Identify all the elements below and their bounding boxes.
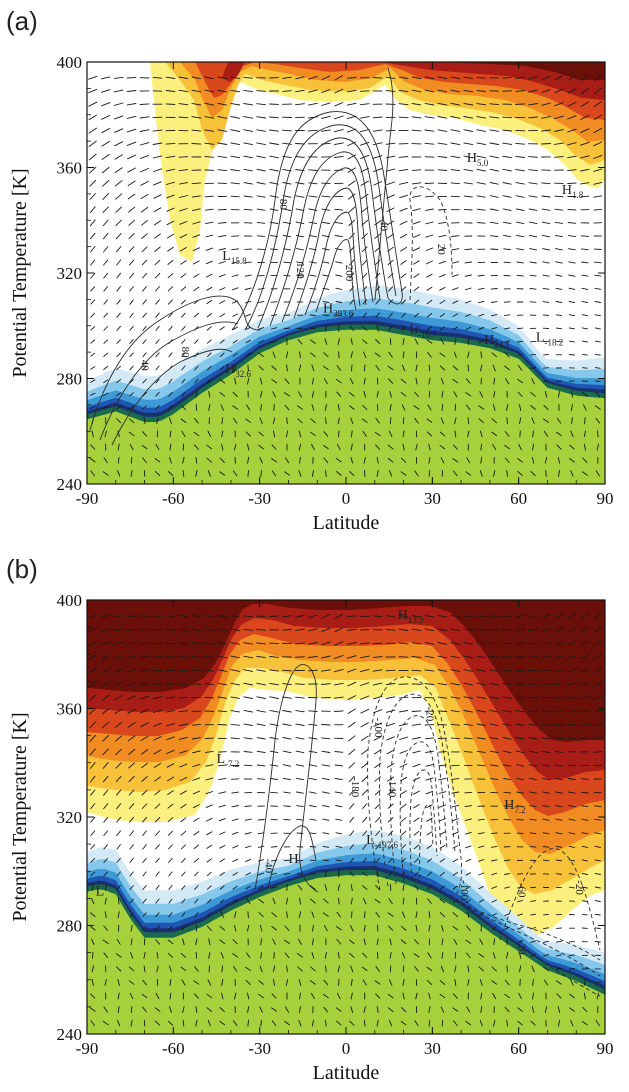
- streamfunction-contour-11: [499, 848, 601, 951]
- streamfunction-contour-6: [304, 211, 361, 316]
- streamfunction-contour-3: [269, 151, 381, 327]
- streamfunction-contour-2: [367, 676, 463, 896]
- streamfunction-contour-12: [374, 67, 394, 301]
- streamfunction-contour-7: [315, 239, 357, 313]
- extremum-label: L-18.2: [536, 331, 563, 348]
- extremum-label: H24.1: [484, 333, 510, 350]
- extremum-label: H1.8: [562, 183, 584, 200]
- y-tick-label: 320: [57, 264, 83, 283]
- plot-area: -100 -20 -180 -140 -40 -100 -60 -20 -20 H13.9 L-7.…: [87, 600, 605, 1034]
- streamfunction-contour-11: [409, 186, 453, 301]
- extremum-label: L15.8: [222, 249, 247, 266]
- x-tick-label: -30: [248, 1039, 271, 1058]
- streamfunction-contour-7: [419, 804, 434, 879]
- streamfunction-contour-10: [469, 909, 601, 997]
- streamfunction-contour-5: [293, 187, 367, 319]
- x-tick-label: -90: [76, 489, 99, 508]
- extremum-label: H5.0: [467, 151, 489, 168]
- y-tick-label: 280: [57, 917, 83, 936]
- contour-label: -20: [424, 707, 436, 722]
- y-axis-label: Potential Temperature [K]: [9, 168, 31, 377]
- panel-a-letter: (a): [6, 6, 38, 36]
- contour-label: 80: [277, 199, 289, 211]
- streamfunction-contour-2: [257, 137, 389, 329]
- extremum-label: L-7.2: [217, 752, 240, 769]
- streamfunction-contour-9: [454, 899, 601, 977]
- extremum-label: H32.6: [225, 362, 251, 379]
- x-tick-label: 90: [597, 1039, 614, 1058]
- y-tick-label: 240: [57, 475, 83, 494]
- panel-b-figure: -100 -20 -180 -140 -40 -100 -60 -20 -20 H13.9 L-7.…: [9, 591, 614, 1084]
- contour-label: -40: [262, 858, 274, 873]
- streamfunction-contour-8: [89, 295, 261, 431]
- contour-label: -60: [516, 883, 528, 898]
- x-tick-label: 60: [510, 1039, 527, 1058]
- extremum-label: L-16.7: [409, 323, 437, 340]
- contour-label: 20: [435, 244, 447, 256]
- y-tick-label: 400: [57, 591, 83, 610]
- extremum-label: H13.9: [398, 608, 424, 625]
- x-tick-label: -60: [162, 1039, 185, 1058]
- streamfunction-contour-0: [231, 111, 403, 331]
- extremum-label: H: [288, 852, 298, 867]
- streamfunction-contour-5: [399, 741, 442, 883]
- y-axis-label: Potential Temperature [K]: [9, 712, 31, 921]
- wind-vector-field: [88, 612, 603, 1027]
- y-tick-label: 320: [57, 808, 83, 827]
- heat-shade-0-5: [87, 600, 605, 742]
- streamfunction-contour-1: [244, 124, 397, 331]
- heat-shade-0-4: [215, 62, 605, 100]
- x-tick-label: 0: [342, 1039, 351, 1058]
- y-tick-label: 400: [57, 53, 83, 72]
- panel-b-letter: (b): [6, 554, 38, 584]
- contour-label: -100: [372, 717, 384, 738]
- extremum-label: L: [96, 885, 105, 900]
- extremum-label: H7.2: [504, 798, 525, 815]
- ground-fill: [87, 875, 605, 1034]
- streamfunction-contour-6: [409, 769, 438, 881]
- extremum-label: L-197.6: [366, 833, 398, 850]
- x-tick-label: 30: [424, 1039, 441, 1058]
- streamfunction-contour-4: [281, 167, 374, 323]
- x-tick-label: 90: [597, 489, 614, 508]
- streamfunction-contour-3: [379, 693, 456, 887]
- contour-label: 200: [343, 265, 355, 282]
- streamfunction-contour-9: [99, 321, 239, 441]
- panel-a-figure: 80 120 200 40 20 80 40 H5.0 H1.8 L15.8 H293.6 L-16.…: [9, 53, 614, 534]
- extremum-label: H293.6: [323, 302, 354, 319]
- x-tick-label: 30: [424, 489, 441, 508]
- plot-area: 80 120 200 40 20 80 40 H5.0 H1.8 L15.8 H293.6 L-16.…: [87, 62, 605, 484]
- x-axis-label: Latitude: [313, 512, 380, 534]
- y-tick-label: 360: [57, 700, 83, 719]
- x-axis-label: Latitude: [313, 1062, 380, 1084]
- streamfunction-contour-4: [389, 715, 448, 885]
- ground-fill: [87, 329, 605, 484]
- streamfunction-contour-8: [449, 894, 601, 961]
- streamfunction-contour-0: [254, 664, 319, 893]
- contour-label: -180: [349, 777, 361, 798]
- heat-shade-0-5: [440, 62, 605, 80]
- contour-label: -140: [386, 777, 398, 798]
- contour-label: -20: [573, 880, 585, 895]
- x-tick-label: 60: [510, 489, 527, 508]
- contour-label: 80: [179, 347, 191, 359]
- contour-label: 40: [139, 360, 151, 372]
- wind-vector-field: [88, 74, 603, 477]
- contour-label: -20: [516, 940, 528, 955]
- contour-label: -100: [458, 880, 470, 901]
- x-tick-label: -90: [76, 1039, 99, 1058]
- x-tick-label: 0: [342, 489, 351, 508]
- y-tick-label: 280: [57, 370, 83, 389]
- x-tick-label: -60: [162, 489, 185, 508]
- heat-shade-0-3: [195, 62, 605, 120]
- y-tick-label: 240: [57, 1025, 83, 1044]
- y-tick-label: 360: [57, 159, 83, 178]
- streamfunction-contour-1: [267, 825, 317, 889]
- contour-label: 40: [378, 220, 390, 232]
- streamfunction-contour-10: [111, 348, 233, 446]
- x-tick-label: -30: [248, 489, 271, 508]
- contour-label: 120: [294, 262, 306, 279]
